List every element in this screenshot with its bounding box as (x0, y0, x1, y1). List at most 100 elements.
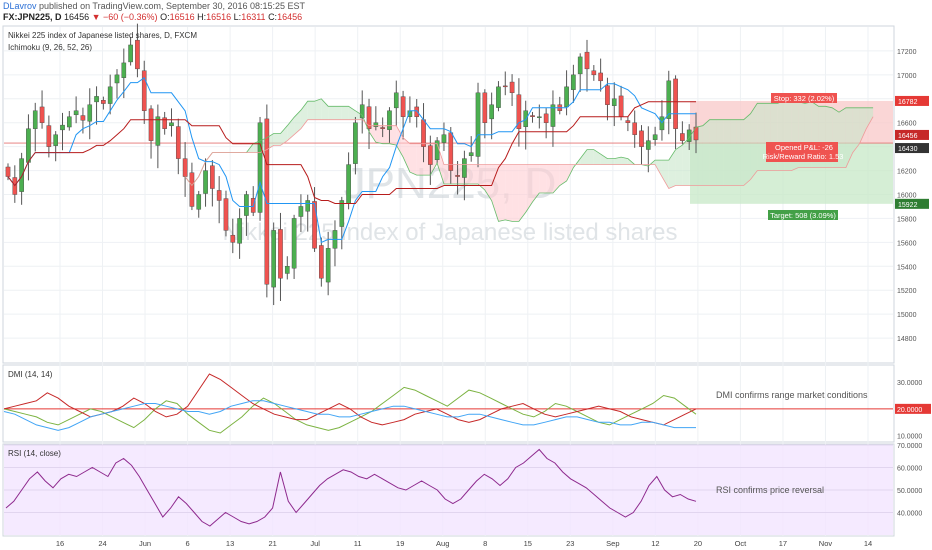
price-tick-label: 15800 (897, 216, 917, 223)
candle-body (462, 158, 467, 178)
candle-body (537, 116, 542, 118)
time-tick-label: 17 (779, 539, 787, 548)
cloud-segment (682, 137, 690, 186)
dmi-series-line (3, 373, 697, 426)
rsi-series-line (5, 448, 697, 527)
candle-body (319, 245, 324, 279)
dmi-level-badge (895, 403, 931, 414)
candle-body (128, 44, 133, 63)
candle-body (230, 234, 236, 243)
candle-body (162, 117, 167, 129)
candle-body (53, 134, 58, 146)
price-badge (895, 129, 929, 140)
candle-body (210, 165, 215, 189)
cloud-segment (716, 119, 724, 186)
watermark-name: Nikkei 225 index of Japanese listed shar… (223, 219, 678, 246)
candle-body (666, 80, 672, 119)
price-tick-label: 15000 (897, 312, 917, 319)
candle-body (80, 115, 86, 121)
candle-body (414, 106, 420, 117)
time-tick-label: Nov (819, 539, 833, 548)
price-change: ▼ −60 (−0.36%) (91, 12, 158, 22)
dmi-pane-title: DMI (14, 14) (8, 370, 53, 379)
cloud-segment (505, 164, 513, 222)
rsi-tick-label: 50.0000 (897, 488, 922, 495)
stop-label-box[interactable] (771, 93, 837, 103)
cloud-segment (750, 103, 758, 180)
candle-body (475, 92, 481, 157)
cloud-segment (389, 125, 397, 146)
position-labels[interactable]: Stop: 332 (2.02%) Opened P&L: -26 Risk/R… (763, 93, 844, 220)
cloud-segment (743, 113, 751, 186)
cloud-segment (491, 164, 499, 222)
pnl-label-box[interactable] (766, 142, 838, 162)
candle-body (468, 152, 474, 156)
candle-body (366, 106, 372, 129)
low-value: 16311 (241, 12, 266, 22)
time-tick-label: Jul (310, 539, 320, 548)
rsi-tick-label: 40.0000 (897, 511, 922, 518)
dmi-level-label: 20.0000 (897, 407, 922, 414)
candle-body (584, 51, 590, 70)
candle-body (373, 122, 379, 127)
cloud-segment (471, 164, 479, 185)
candle-body (312, 201, 317, 249)
candle-body (571, 74, 576, 90)
low-label: L: (233, 12, 242, 22)
cloud-segment (375, 125, 383, 144)
stop-label: Stop: 332 (2.02%) (774, 94, 835, 103)
time-tick-label: 16 (56, 539, 64, 548)
dmi-pane[interactable] (2, 364, 895, 443)
ichimoku-cloud (185, 98, 874, 222)
cloud-segment (369, 125, 376, 143)
candle-body (196, 194, 202, 210)
cloud-segment (661, 160, 669, 189)
candle-body (393, 92, 399, 109)
symbol-label[interactable]: FX:JPN225, D (3, 12, 62, 22)
candle-body (686, 129, 692, 142)
target-label-box[interactable] (768, 210, 838, 220)
cloud-segment (839, 107, 846, 168)
candle-body (141, 70, 147, 111)
candle-body (60, 124, 65, 131)
author-link[interactable]: DLavrov (3, 1, 37, 11)
candle-body (652, 134, 658, 140)
senkou-span-b (184, 116, 874, 190)
cloud-segment (587, 149, 594, 165)
candle-body (591, 70, 597, 76)
pane-labels: Nikkei 225 index of Japanese listed shar… (8, 31, 868, 495)
candle-body (489, 104, 494, 120)
cloud-segment (416, 143, 424, 176)
candle-body (46, 125, 52, 147)
candle-body (73, 110, 79, 116)
candle-body (189, 172, 195, 207)
candle-body (550, 104, 556, 127)
cloud-segment (845, 107, 853, 168)
cloud-segment (600, 154, 608, 165)
chart-header: DLavrov published on TradingView.com, Se… (0, 0, 932, 24)
kijun-line (7, 101, 696, 204)
cloud-segment (580, 149, 588, 165)
price-badge-label: 16456 (898, 133, 918, 140)
cloud-segment (403, 137, 410, 173)
cloud-segment (478, 164, 485, 191)
time-tick-label: 15 (524, 539, 532, 548)
candle-body (121, 62, 127, 78)
candle-body (625, 120, 631, 123)
dmi-tick-label: 30.0000 (897, 380, 922, 387)
candle-body (278, 229, 283, 279)
publish-info: published on TradingView.com, September … (39, 1, 306, 11)
time-tick-label: 8 (483, 539, 487, 548)
cloud-segment (498, 164, 506, 222)
candle-body (26, 128, 31, 163)
candle-body (291, 218, 297, 269)
candle-body (509, 81, 515, 94)
candle-body (66, 116, 72, 128)
candle-body (673, 78, 678, 129)
candle-body (271, 230, 276, 288)
candle-body (400, 96, 406, 117)
cloud-segment (859, 107, 867, 144)
candle-body (339, 200, 345, 227)
dmi-annotation: DMI confirms range market conditions (716, 390, 868, 400)
